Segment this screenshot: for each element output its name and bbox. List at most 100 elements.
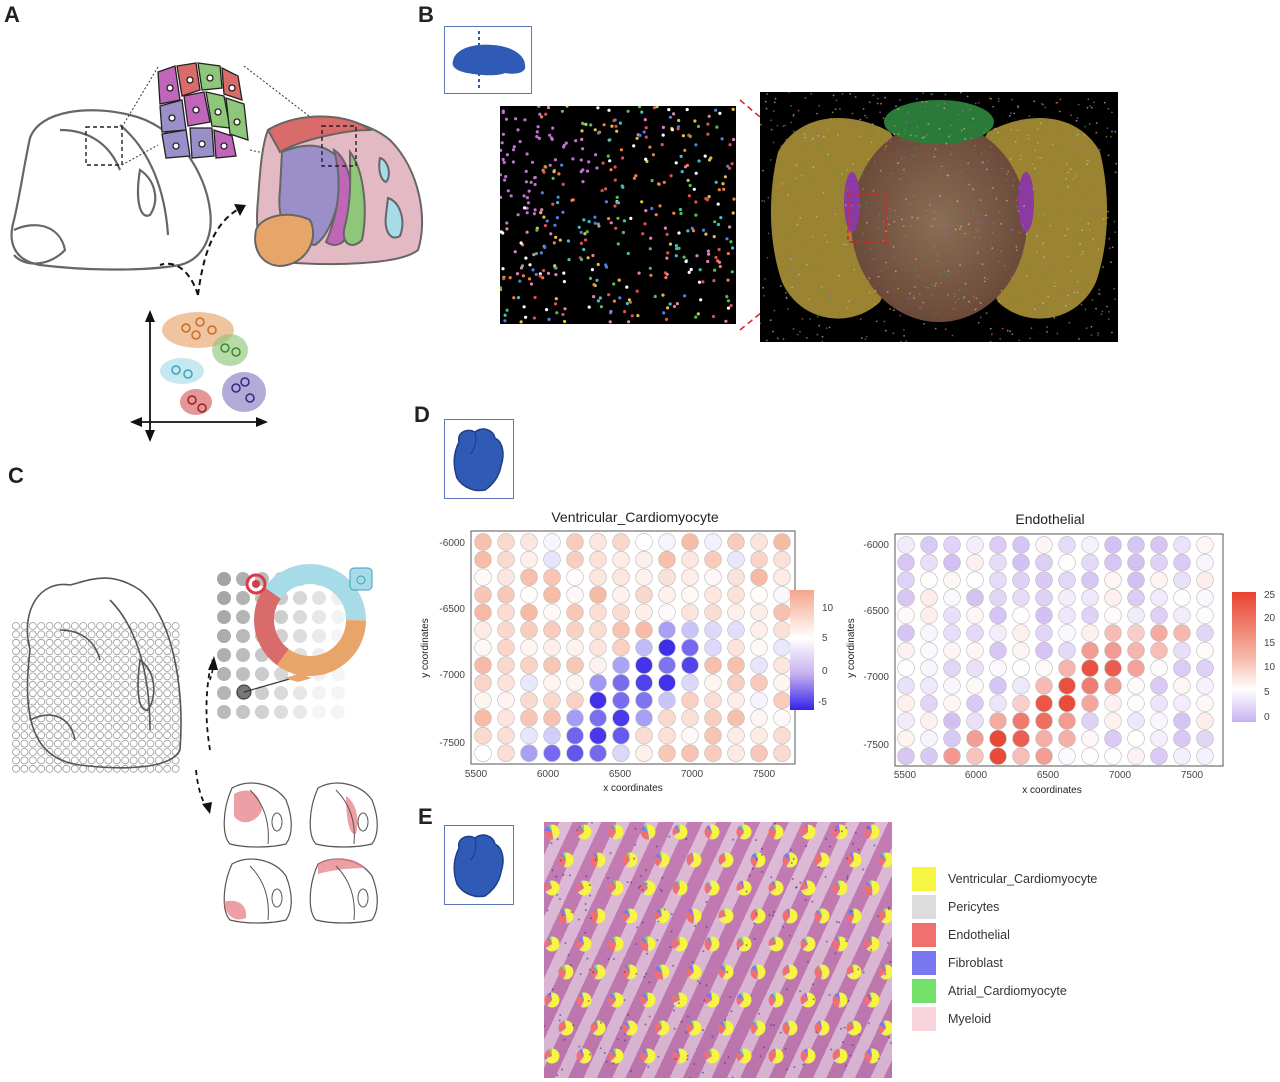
pie-slice [736,938,744,949]
nucleus-dot [600,1021,602,1024]
cell-dot [644,209,648,213]
section-speckle [989,145,992,148]
pie-slice [544,830,554,840]
section-speckle [777,337,779,340]
nucleus-dot [753,937,756,940]
section-speckle [831,210,834,213]
grid-spot [96,722,104,731]
heatmap-spot [1150,729,1168,748]
heatmap-right-x-ticks: 5500 6000 6500 7000 7500 [894,770,1204,781]
cell-dot [724,319,728,323]
pie-slice [565,964,574,980]
pie-slice [579,944,584,952]
pie-slice [846,912,854,923]
heatmap-spot [1081,553,1099,572]
pie-slice [581,936,592,952]
ytick-right-1: -6500 [863,606,889,617]
cell-dot [505,221,509,225]
panel-a-schematic [10,62,424,442]
section-speckle [947,274,950,277]
grid-spot [37,722,46,731]
pie-slice [756,964,758,972]
section-speckle [871,131,873,134]
grid-spot [87,672,96,681]
cell-dot [691,229,696,233]
cell-dot [595,166,599,170]
section-speckle [1064,234,1066,237]
section-speckle [767,232,770,235]
cell-dot [716,222,720,227]
heatmap-spot [1035,606,1053,625]
pie-slice [789,852,790,860]
cell-dot [523,118,527,122]
spot-grid [12,622,180,773]
section-speckle [947,228,949,231]
pie-slice [738,944,744,951]
spot-pie [800,1048,816,1064]
heatmap-spot [681,568,699,586]
cell-dot [554,273,558,277]
heatmap-spot [589,568,607,586]
nucleus-dot [660,890,663,892]
heatmap-spot [897,677,915,695]
nucleus-dot [857,968,860,971]
grid-spot [104,756,113,765]
cbar-right-tick-5: 0 [1264,712,1270,723]
section-speckle [782,150,785,153]
section-speckle [1054,285,1056,288]
spot-pie [832,1048,848,1064]
heatmap-spot [1058,694,1076,713]
cell-dot [529,282,534,286]
heatmap-spot [943,712,961,730]
section-speckle [1032,288,1035,291]
section-speckle [772,141,775,144]
heatmap-spot [612,550,630,569]
section-speckle [1046,215,1049,218]
section-speckle [1086,163,1089,166]
section-speckle [790,214,793,217]
cell-dot [584,238,588,242]
grid-spot [45,722,54,731]
section-speckle [1058,110,1061,113]
pie-slice [740,1048,752,1064]
cell-dot [637,105,642,109]
section-speckle [790,255,793,258]
grid-spot [87,655,96,664]
pie-slice [596,964,598,972]
grid-spot [87,739,96,748]
pie-slice [548,1049,552,1056]
nucleus-dot [620,1026,623,1029]
heatmap-spot [1150,641,1168,660]
grid-spot [87,706,96,714]
grid-spot [104,739,113,748]
section-speckle [939,194,941,197]
heatmap-spot [658,638,676,657]
pie-slice [806,992,808,1000]
pie-slice [612,880,624,896]
nucleus-dot [648,1015,651,1018]
grid-spot [121,706,130,714]
cell-dot [501,110,505,115]
heatmap-spot [520,674,538,692]
cell-dot [541,168,545,172]
heatmap-spot [1104,729,1122,748]
pie-slice [803,992,816,1008]
cell-dot [516,213,520,217]
section-speckle [791,286,793,289]
cell-dot [632,144,636,148]
section-speckle [1027,134,1030,137]
nucleus-dot [648,981,651,984]
section-speckle [1018,339,1020,342]
pie-slice [718,853,726,865]
grid-spot [70,638,79,647]
nucleus-dot [551,988,554,991]
nucleus-dot [835,920,838,923]
legend-item: Endothelial [912,923,1010,947]
cell-dot [519,241,523,245]
grid-spot [12,655,20,664]
grid-spot [70,664,79,672]
heatmap-spot [589,621,607,639]
cell-dot [718,264,722,269]
pie-slice [820,908,830,924]
xtick-right-0: 5500 [894,770,917,781]
